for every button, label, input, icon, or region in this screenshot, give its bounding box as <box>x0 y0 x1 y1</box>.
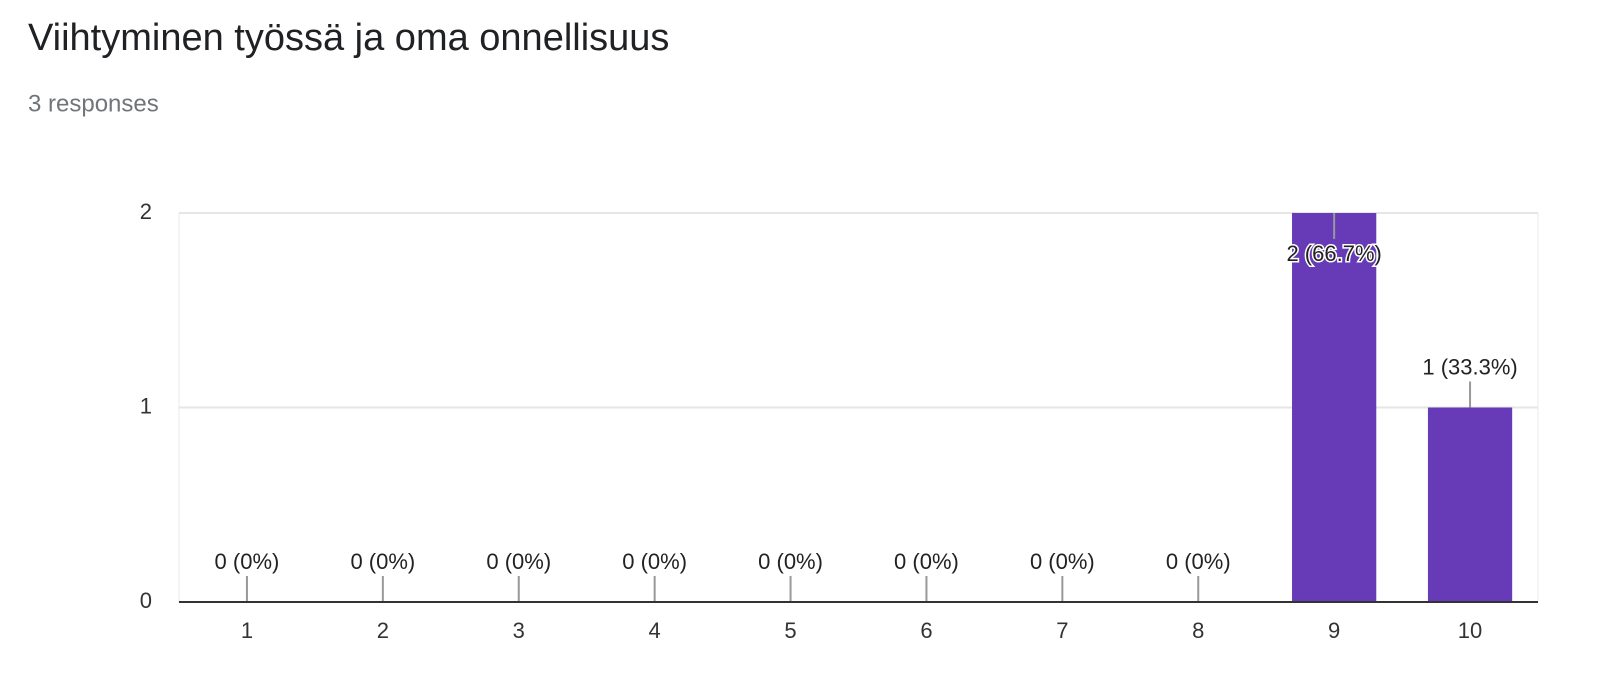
x-tick-label: 4 <box>649 618 661 643</box>
x-tick-label: 9 <box>1328 618 1340 643</box>
value-label: 0 (0%) <box>1030 549 1095 574</box>
value-label: 0 (0%) <box>1166 549 1231 574</box>
value-label: 0 (0%) <box>486 549 551 574</box>
value-label: 0 (0%) <box>622 549 687 574</box>
x-tick-label: 7 <box>1056 618 1068 643</box>
bar <box>1292 213 1377 602</box>
x-tick-label: 5 <box>784 618 796 643</box>
x-tick-label: 8 <box>1192 618 1204 643</box>
chart-title: Viihtyminen työssä ja oma onnellisuus <box>28 17 669 59</box>
x-tick-label: 1 <box>241 618 253 643</box>
value-label: 0 (0%) <box>215 549 280 574</box>
x-tick-label: 10 <box>1458 618 1482 643</box>
y-tick-label: 0 <box>140 588 152 613</box>
x-tick-label: 6 <box>920 618 932 643</box>
x-tick-label: 3 <box>513 618 525 643</box>
x-tick-label: 2 <box>377 618 389 643</box>
value-label: 2 (66.7%) <box>1286 241 1381 266</box>
value-label: 0 (0%) <box>758 549 823 574</box>
value-label: 1 (33.3%) <box>1422 354 1517 379</box>
value-label: 0 (0%) <box>350 549 415 574</box>
y-tick-label: 2 <box>140 199 152 224</box>
chart-subtitle: 3 responses <box>28 90 159 117</box>
y-tick-label: 1 <box>140 393 152 418</box>
bar <box>1427 407 1513 602</box>
value-label: 0 (0%) <box>894 549 959 574</box>
